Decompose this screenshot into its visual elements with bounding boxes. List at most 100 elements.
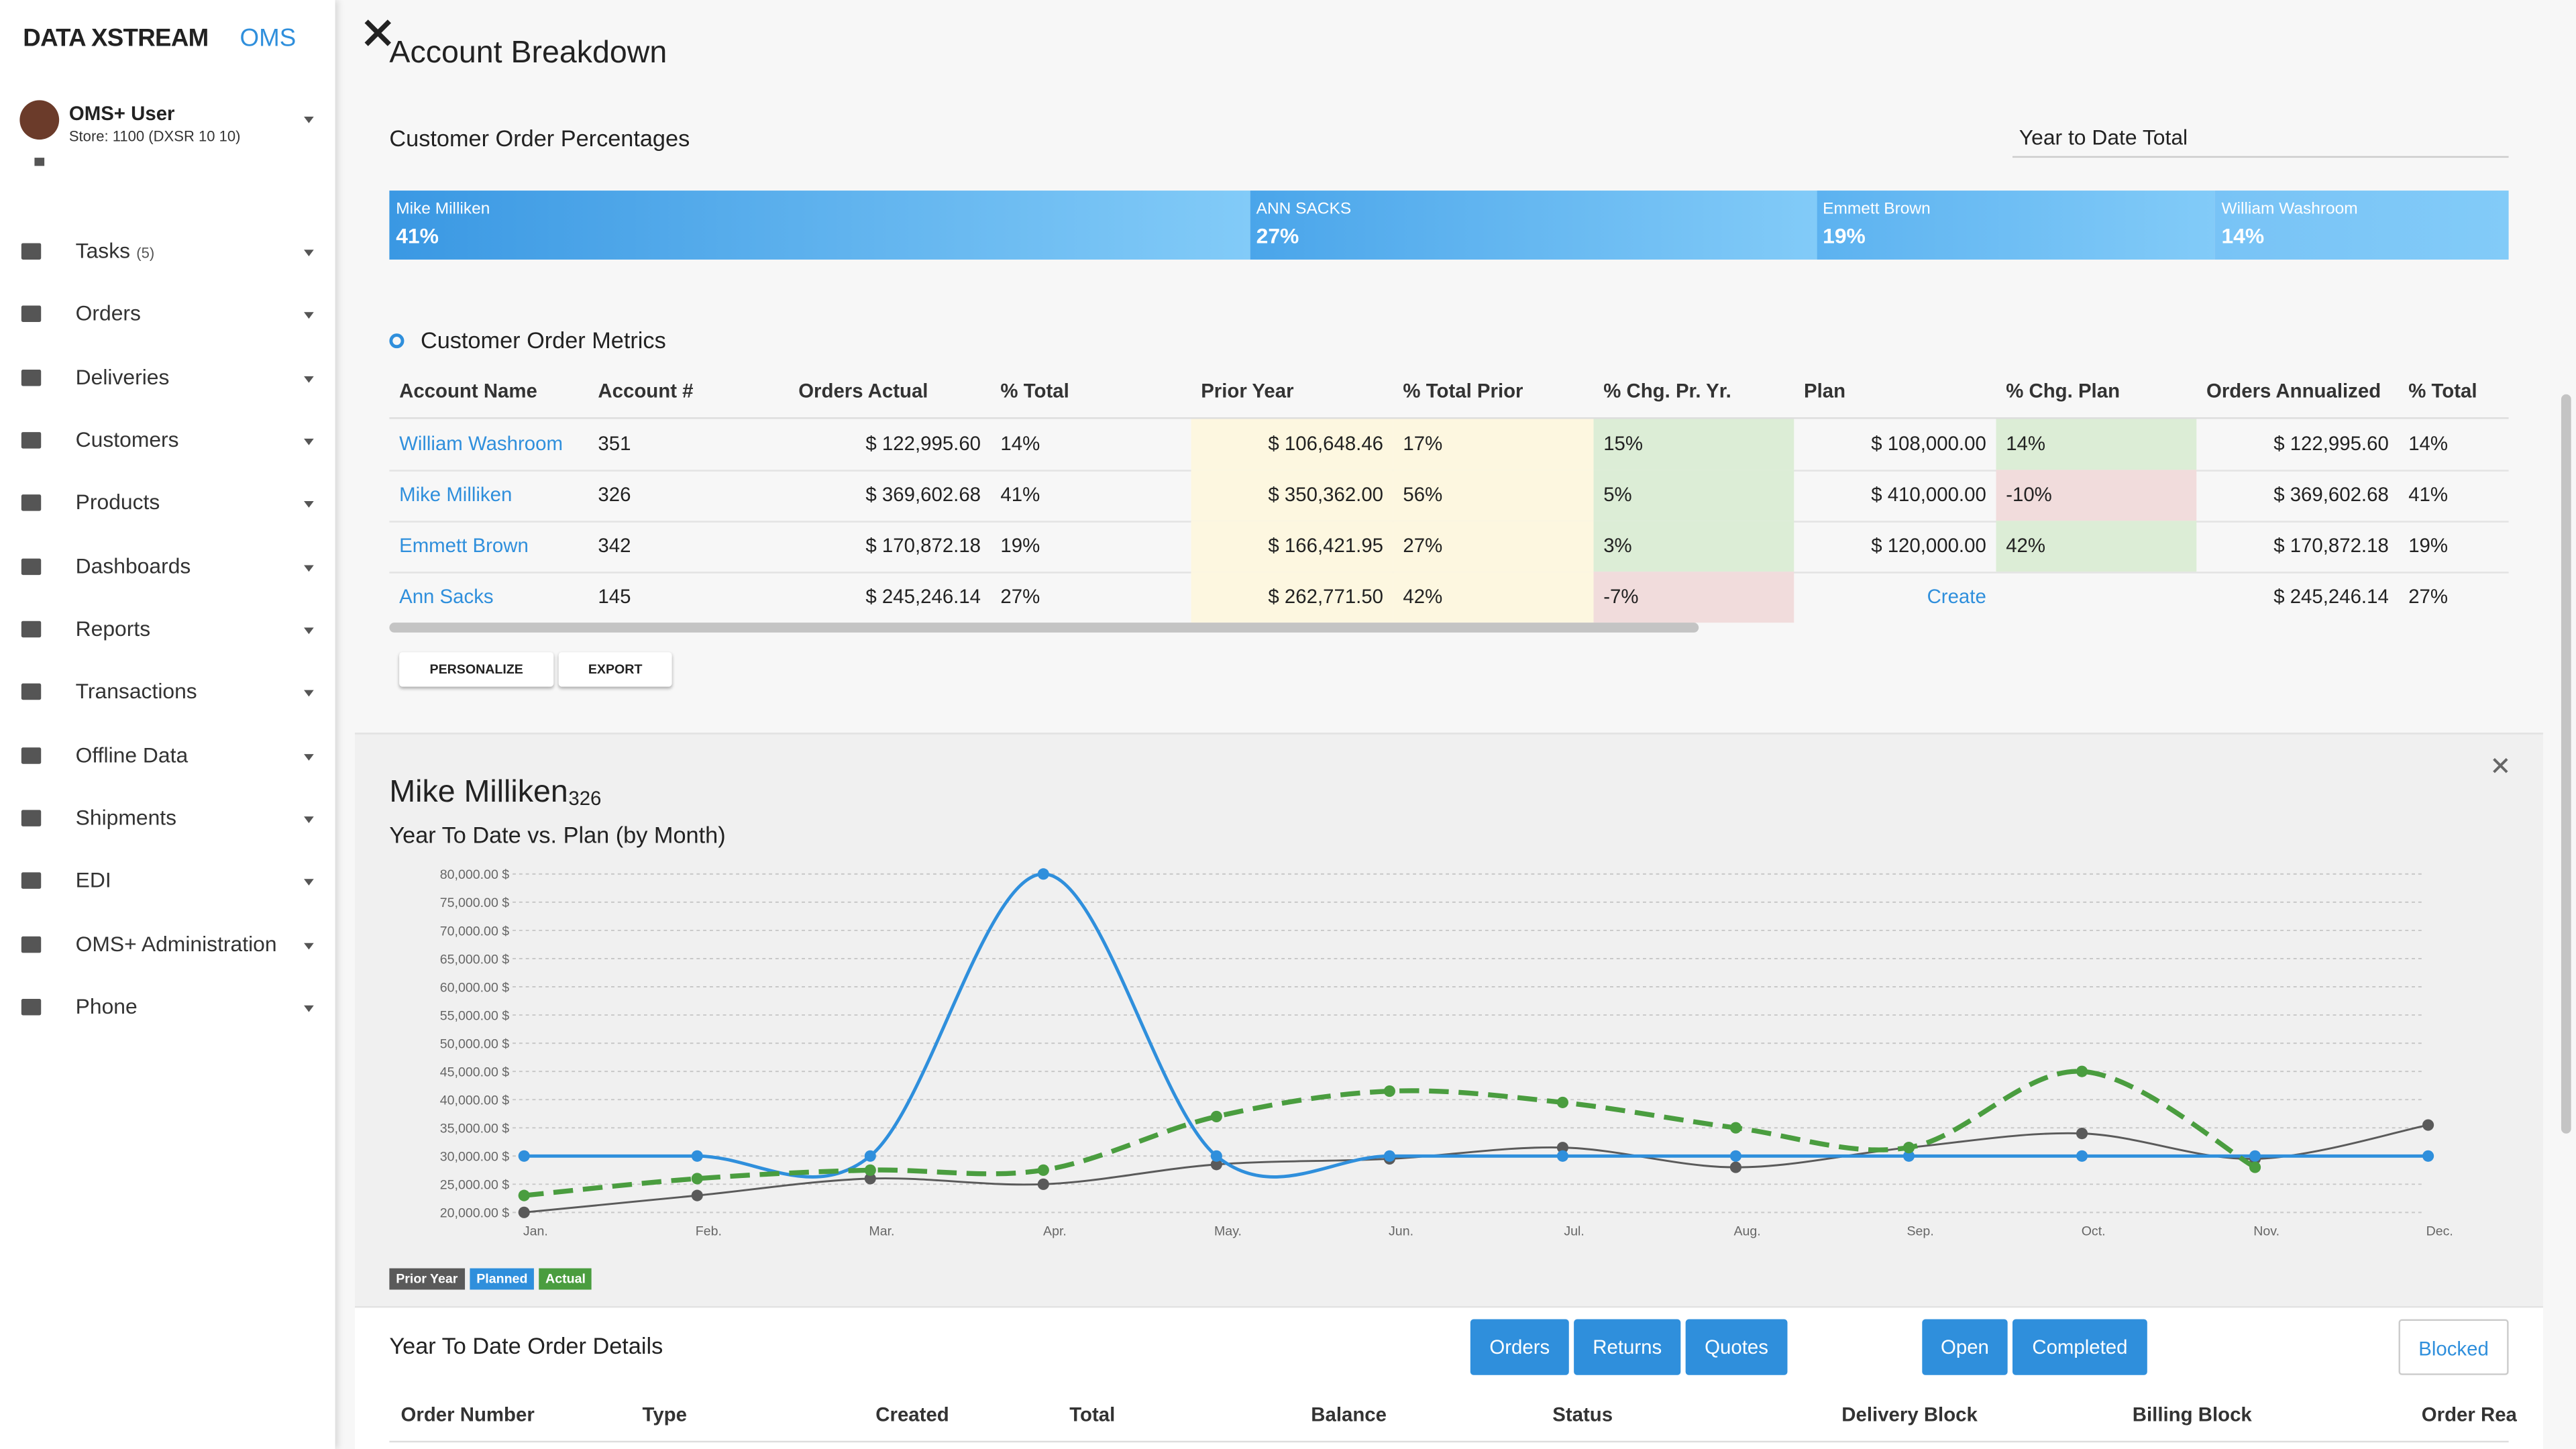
menu-item[interactable]: Orders — [75, 301, 141, 326]
data-point — [1556, 1150, 1568, 1162]
menu-item[interactable]: Phone — [75, 994, 138, 1019]
menu-item[interactable]: Reports — [75, 616, 151, 641]
filter-button[interactable]: Returns — [1574, 1319, 1681, 1375]
filter-button[interactable]: Orders — [1470, 1319, 1569, 1375]
menu-icon — [21, 684, 42, 700]
column-header: Type — [642, 1403, 687, 1426]
menu-icon — [21, 810, 42, 826]
y-tick-label: 50,000.00 $ — [440, 1036, 510, 1051]
details-title: Year To Date Order Details — [389, 1332, 663, 1359]
chart-close-icon[interactable] — [2492, 757, 2508, 773]
data-point — [1902, 1150, 1915, 1162]
menu-icon — [21, 935, 42, 953]
x-tick-label: Apr. — [1043, 1224, 1067, 1239]
percent-segment: Mike Milliken 41% — [389, 191, 1250, 260]
menu-caret — [304, 753, 314, 760]
menu-item[interactable]: Offline Data — [75, 742, 189, 767]
data-point — [2422, 1119, 2434, 1131]
menu-item[interactable]: Customers — [75, 427, 179, 452]
menu-item[interactable]: Deliveries — [75, 364, 170, 389]
page-title: Account Breakdown — [389, 36, 667, 71]
brand: DATA XSTREAM — [23, 24, 209, 53]
menu-item[interactable]: Transactions — [75, 679, 197, 704]
select-arrows — [2492, 128, 2502, 148]
table-cell: 14% — [1996, 419, 2197, 470]
data-point — [691, 1189, 703, 1201]
table-cell: $ 245,246.14 — [865, 584, 981, 608]
filter-button[interactable]: Open — [1922, 1319, 2008, 1375]
table-cell: $ 170,872.18 — [865, 533, 981, 557]
data-point — [1210, 1150, 1222, 1162]
table-cell: 56% — [1393, 470, 1594, 521]
table-cell: $ 369,602.68 — [865, 482, 981, 506]
link[interactable]: Ann Sacks — [399, 584, 494, 608]
table-cell — [1996, 572, 2197, 623]
scrollbar[interactable] — [2561, 394, 2571, 1134]
table-cell: 27% — [1393, 521, 1594, 572]
data-point — [518, 1150, 530, 1162]
close-icon[interactable] — [363, 18, 392, 48]
filter-button[interactable]: Quotes — [1685, 1319, 1788, 1375]
menu-icon — [21, 621, 42, 638]
x-tick-label: Dec. — [2426, 1224, 2453, 1239]
filter-button[interactable]: Blocked — [2398, 1319, 2509, 1375]
menu-badge: (5) — [136, 244, 155, 262]
period-select[interactable]: Year to Date Total — [2012, 118, 2509, 158]
data-point — [1729, 1161, 1742, 1173]
table-cell: $ 170,872.18 — [2273, 533, 2389, 557]
table-cell: 351 — [598, 432, 631, 455]
table-cell: $ 369,602.68 — [2273, 482, 2389, 506]
column-header: % Chg. Pr. Yr. — [1603, 379, 1731, 402]
legend-item[interactable]: Planned — [470, 1268, 535, 1290]
data-point — [864, 1173, 876, 1185]
menu-item[interactable]: Shipments — [75, 804, 177, 830]
data-point — [2076, 1128, 2088, 1140]
menu-caret — [304, 816, 314, 823]
data-point — [1556, 1096, 1568, 1108]
h-scrollbar[interactable] — [389, 623, 1699, 633]
table-cell: $ 245,246.14 — [2273, 584, 2389, 608]
action-button[interactable]: EXPORT — [558, 652, 672, 687]
y-tick-label: 45,000.00 $ — [440, 1065, 510, 1079]
legend-item[interactable]: Actual — [539, 1268, 592, 1290]
data-point — [2422, 1150, 2434, 1162]
menu-item[interactable]: Dashboards — [75, 553, 191, 578]
column-header: Prior Year — [1201, 379, 1294, 402]
data-point — [691, 1150, 703, 1162]
store: Store: 1100 (DXSR 10 10) — [68, 128, 241, 145]
series-line — [524, 1124, 2428, 1214]
link[interactable]: Mike Milliken — [399, 482, 513, 506]
data-point — [1210, 1159, 1222, 1171]
data-point — [2249, 1161, 2261, 1173]
link[interactable]: Emmett Brown — [399, 533, 529, 557]
column-header: Status — [1552, 1403, 1613, 1426]
action-button[interactable]: PERSONALIZE — [399, 652, 554, 687]
column-header: Orders Annualized — [2206, 379, 2381, 402]
percent-title: Customer Order Percentages — [389, 125, 690, 152]
table-cell: 14% — [1000, 432, 1040, 455]
menu-item[interactable]: EDI — [75, 867, 111, 893]
menu-caret — [304, 501, 314, 508]
menu-item[interactable]: OMS+ Administration — [75, 930, 277, 956]
table-cell: 27% — [2408, 584, 2449, 608]
data-point — [1037, 868, 1049, 880]
data-point — [1383, 1085, 1395, 1097]
segment-value: 14% — [2221, 223, 2265, 248]
column-header: Order Number — [400, 1403, 535, 1426]
link[interactable]: William Washroom — [399, 432, 563, 455]
y-tick-label: 55,000.00 $ — [440, 1008, 510, 1023]
flag — [34, 158, 45, 166]
menu-item[interactable]: Tasks — [75, 238, 131, 263]
menu-item[interactable]: Products — [75, 490, 160, 515]
table-cell: 15% — [1593, 419, 1794, 470]
legend-item[interactable]: Prior Year — [389, 1268, 465, 1290]
column-header: Delivery Block — [1841, 1403, 1978, 1426]
menu-icon — [21, 306, 42, 323]
menu-icon — [21, 557, 42, 575]
table-cell: 41% — [1000, 482, 1040, 506]
x-tick-label: Jul. — [1564, 1224, 1584, 1239]
table-cell: $ 262,771.50 — [1191, 572, 1393, 623]
link[interactable]: Create — [1927, 584, 1986, 608]
filter-button[interactable]: Completed — [2012, 1319, 2147, 1375]
